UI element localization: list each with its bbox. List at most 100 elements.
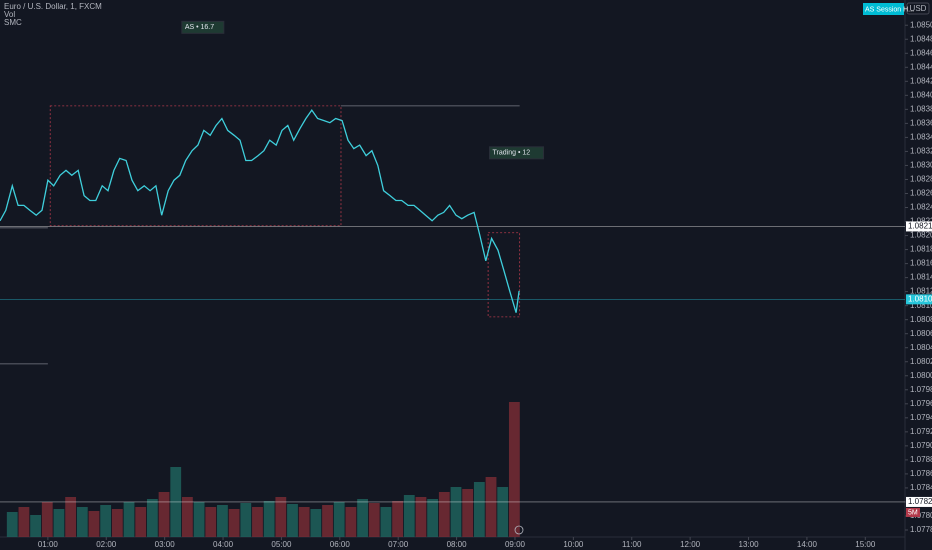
volume-bar xyxy=(275,497,287,537)
price-level-box xyxy=(906,294,932,305)
volume-bar xyxy=(18,507,30,537)
session-button-label[interactable]: AS Session H... xyxy=(865,6,914,13)
y-tick-label: 1.08440 xyxy=(910,62,932,71)
volume-bar xyxy=(310,509,322,537)
indicator-label: SMC xyxy=(4,18,22,27)
price-level-label: 1.08109 xyxy=(908,294,932,303)
y-tick-label: 1.08400 xyxy=(910,90,932,99)
x-tick-label: 02:00 xyxy=(96,540,117,549)
volume-bar xyxy=(228,509,240,537)
y-tick-label: 1.08300 xyxy=(910,161,932,170)
volume-bar xyxy=(158,492,170,537)
volume-bar xyxy=(30,515,41,537)
volume-bar xyxy=(193,502,205,537)
volume-bar xyxy=(333,502,345,537)
volume-bar xyxy=(462,489,474,537)
y-tick-label: 1.08100 xyxy=(910,301,932,310)
y-tick-label: 1.08420 xyxy=(910,76,932,85)
volume-bar xyxy=(6,512,18,537)
volume-bar xyxy=(53,509,65,537)
y-tick-label: 1.07980 xyxy=(910,385,932,394)
price-level-box xyxy=(906,496,932,507)
zone-box xyxy=(487,232,521,318)
annotation: AS • 16.7 xyxy=(185,24,214,31)
y-tick-label: 1.07780 xyxy=(910,525,932,534)
volume-bar xyxy=(205,507,217,537)
y-tick-label: 1.08320 xyxy=(910,147,932,156)
volume-bar xyxy=(508,402,520,537)
volume-bar xyxy=(287,504,298,537)
volume-bar xyxy=(438,492,450,537)
zone-box xyxy=(49,105,342,227)
y-tick-label: 1.08220 xyxy=(910,217,932,226)
volume-bar xyxy=(240,503,252,537)
volume-bar xyxy=(322,505,333,537)
volume-bar xyxy=(368,503,380,537)
y-tick-label: 1.07880 xyxy=(910,455,932,464)
volume-bar xyxy=(380,507,392,537)
volume-bar xyxy=(450,487,462,537)
volume-bar xyxy=(217,505,228,537)
y-tick-label: 1.07920 xyxy=(910,427,932,436)
y-tick-label: 1.08260 xyxy=(910,189,932,198)
y-tick-label: 1.08280 xyxy=(910,175,932,184)
x-tick-label: 11:00 xyxy=(622,540,642,549)
y-tick-label: 1.08160 xyxy=(910,259,932,268)
volume-bar xyxy=(357,499,368,537)
volume-bar xyxy=(415,497,427,537)
x-tick-label: 01:00 xyxy=(38,540,59,549)
volume-bar xyxy=(345,507,357,537)
y-tick-label: 1.07860 xyxy=(910,469,932,478)
x-tick-label: 12:00 xyxy=(680,540,701,549)
x-tick-label: 05:00 xyxy=(271,540,292,549)
volume-level-box xyxy=(906,507,920,517)
y-tick-label: 1.08120 xyxy=(910,287,932,296)
volume-bar xyxy=(298,507,310,537)
volume-bar xyxy=(135,507,147,537)
y-tick-label: 1.08360 xyxy=(910,118,932,127)
x-tick-label: 13:00 xyxy=(739,540,760,549)
y-tick-label: 1.08480 xyxy=(910,34,932,43)
annotation-box xyxy=(489,146,545,160)
volume-bar xyxy=(427,499,439,537)
volume-bar xyxy=(146,499,158,537)
icon[interactable] xyxy=(514,525,524,535)
x-tick-label: 09:00 xyxy=(505,540,526,549)
y-tick-label: 1.08180 xyxy=(910,245,932,254)
y-tick-label: 1.08080 xyxy=(910,315,932,324)
volume-bar xyxy=(392,501,403,537)
volume-bar xyxy=(497,487,509,537)
volume-level-label: 5M xyxy=(908,509,918,516)
x-tick-label: 04:00 xyxy=(213,540,234,549)
chart-title: Euro / U.S. Dollar, 1, FXCM xyxy=(4,2,102,11)
y-tick-label: 1.07960 xyxy=(910,399,932,408)
y-tick-label: 1.08460 xyxy=(910,48,932,57)
x-tick-label: 03:00 xyxy=(155,540,176,549)
x-tick-label: 08:00 xyxy=(447,540,468,549)
x-tick-label: 06:00 xyxy=(330,540,351,549)
x-tick-label: 15:00 xyxy=(855,540,876,549)
indicator-label: Vol xyxy=(4,10,15,19)
volume-bar xyxy=(252,507,263,537)
x-tick-label: 10:00 xyxy=(563,540,584,549)
volume-bar xyxy=(41,502,53,537)
price-level-label: 1.07820 xyxy=(908,497,932,506)
currency: USD xyxy=(910,4,927,13)
volume-bar xyxy=(111,509,123,537)
volume-bar xyxy=(263,501,275,537)
y-tick-label: 1.08040 xyxy=(910,343,932,352)
volume-bar xyxy=(403,495,415,537)
y-tick-label: 1.08380 xyxy=(910,104,932,113)
volume-bar xyxy=(88,511,100,537)
volume-bar xyxy=(473,482,485,537)
session-button[interactable] xyxy=(863,3,904,15)
volume-bar xyxy=(76,507,88,537)
y-tick-label: 1.08140 xyxy=(910,273,932,282)
volume-bar xyxy=(485,477,497,537)
price-level-box xyxy=(906,221,932,232)
annotation-box xyxy=(181,20,225,34)
y-tick-label: 1.08020 xyxy=(910,357,932,366)
y-tick-label: 1.08000 xyxy=(910,371,932,380)
y-tick-label: 1.08060 xyxy=(910,329,932,338)
